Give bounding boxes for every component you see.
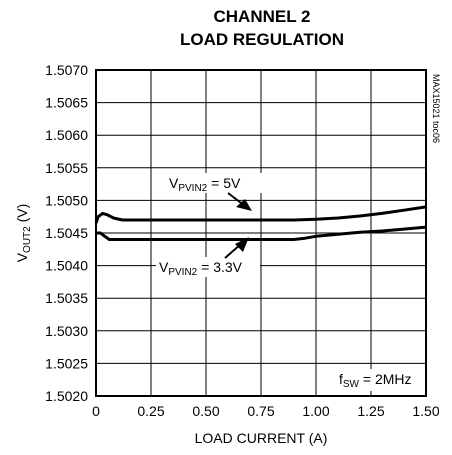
series-label-3v3-subscript: PVIN2 (168, 267, 197, 278)
arrow-5v (227, 192, 252, 211)
series-label-3v3-main: V (159, 259, 169, 275)
y-tick-label: 1.5060 (45, 127, 88, 143)
y-axis-label-main: V (14, 252, 30, 262)
series-label-3v3: VPVIN2 = 3.3V (159, 259, 243, 278)
arrow-3v3 (224, 237, 249, 259)
figure-id-watermark: MAX15021 toc06 (431, 74, 441, 143)
y-tick-label: 1.5050 (45, 192, 88, 208)
x-tick-label: 1.25 (357, 403, 384, 419)
fsw-annotation-bg (334, 369, 422, 391)
x-tick-label: 0.25 (137, 403, 164, 419)
y-axis-label-unit: (V) (14, 204, 30, 227)
y-axis-label: VOUT2 (V) (14, 204, 33, 263)
x-tick-label: 0.75 (247, 403, 274, 419)
x-tick-label: 0.50 (192, 403, 219, 419)
y-tick-label: 1.5065 (45, 95, 88, 111)
x-tick-labels: 0 0.25 0.50 0.75 1.00 1.25 1.50 (92, 403, 440, 419)
x-tick-label: 1.00 (302, 403, 329, 419)
y-tick-label: 1.5035 (45, 290, 88, 306)
fsw-annotation-subscript: SW (343, 379, 360, 390)
x-tick-label: 1.50 (412, 403, 439, 419)
y-tick-label: 1.5045 (45, 225, 88, 241)
grid-lines (95, 69, 427, 397)
series-label-bg-3v3 (156, 257, 260, 277)
x-axis-label: LOAD CURRENT (A) (195, 430, 328, 446)
series-label-5v: VPVIN2 = 5V (169, 175, 241, 194)
fsw-annotation: fSW = 2MHz (339, 371, 412, 390)
y-tick-label: 1.5055 (45, 160, 88, 176)
fsw-annotation-value: = 2MHz (359, 371, 412, 387)
y-tick-label: 1.5030 (45, 323, 88, 339)
series-line-5v (94, 205, 427, 224)
series-label-bg-5v (166, 173, 264, 193)
series-line-3v3 (96, 225, 427, 241)
y-tick-label: 1.5040 (45, 258, 88, 274)
series-label-3v3-value: = 3.3V (197, 259, 242, 275)
y-tick-labels: 1.5020 1.5025 1.5030 1.5035 1.5040 1.5045 1.50… (45, 62, 88, 404)
x-tick-label: 0 (92, 403, 100, 419)
series-lines (94, 205, 427, 241)
plot-frame (95, 69, 427, 397)
fsw-annotation-main: f (339, 371, 343, 387)
series-label-5v-subscript: PVIN2 (178, 183, 207, 194)
y-tick-label: 1.5020 (45, 388, 88, 404)
y-tick-label: 1.5070 (45, 62, 88, 78)
chart-title-line-2: LOAD REGULATION (180, 30, 344, 49)
y-axis-label-subscript: OUT2 (22, 226, 33, 253)
series-label-5v-value: = 5V (207, 175, 241, 191)
series-label-5v-main: V (169, 175, 179, 191)
y-tick-label: 1.5025 (45, 355, 88, 371)
chart-title-line-1: CHANNEL 2 (214, 7, 311, 26)
